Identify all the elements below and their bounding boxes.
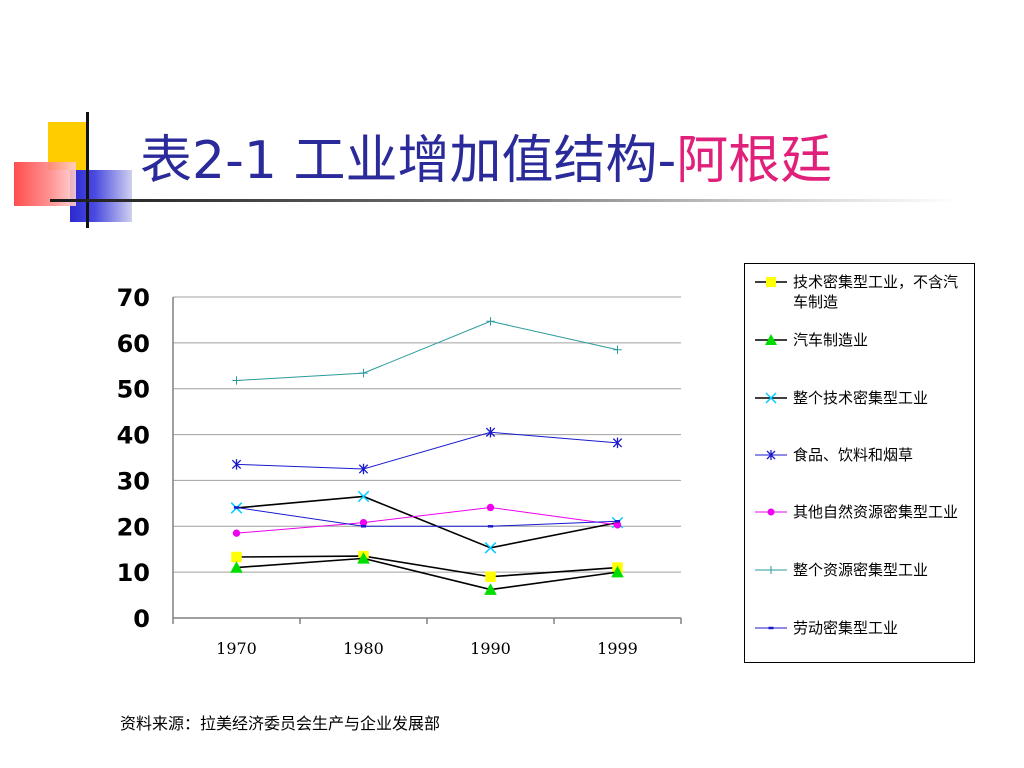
marker-circle [767, 508, 775, 516]
series-line [236, 431, 618, 470]
series-1 [231, 550, 623, 582]
legend-swatch [755, 334, 787, 345]
x-tick-label: 1999 [597, 639, 638, 658]
marker-triangle [765, 334, 777, 345]
marker-plus [767, 566, 775, 574]
series-line [236, 506, 618, 534]
marker-circle [486, 503, 495, 512]
series-3 [230, 490, 624, 554]
marker-triangle [484, 583, 497, 595]
series-line [236, 506, 618, 527]
marker-circle [613, 521, 622, 529]
marker-triangle [357, 552, 370, 564]
marker-circle [359, 518, 368, 527]
series-line [236, 495, 618, 549]
legend-label: 其他自然资源密集型工业 [793, 503, 959, 521]
marker-x [357, 490, 370, 503]
source-note: 资料来源：拉美经济委员会生产与企业发展部 [120, 714, 441, 733]
marker-star [766, 450, 776, 460]
legend-swatch [755, 392, 787, 404]
marker-x [484, 542, 497, 554]
y-tick-label: 30 [117, 467, 150, 495]
legend-label: 整个资源密集型工业 [793, 561, 929, 579]
series-line [236, 557, 618, 591]
series-2 [230, 552, 624, 595]
series-4 [231, 427, 623, 475]
marker-plus [486, 317, 495, 326]
y-tick-label: 0 [133, 605, 150, 633]
legend-label: 食品、饮料和烟草 [793, 446, 914, 464]
x-tick-label: 1980 [343, 639, 384, 658]
marker-square [231, 551, 242, 563]
legend-swatch [755, 508, 787, 516]
marker-circle [232, 529, 241, 537]
x-tick-label: 1990 [470, 639, 511, 658]
marker-square [766, 277, 776, 287]
series-line [236, 320, 618, 381]
x-tick-label: 1970 [216, 639, 257, 658]
marker-star [231, 459, 242, 470]
marker-square [485, 571, 496, 582]
marker-plus [613, 345, 622, 354]
title-underline [50, 199, 960, 202]
marker-plus [359, 368, 368, 378]
marker-x [765, 392, 777, 404]
y-tick-label: 10 [117, 559, 150, 587]
deco-vertical-line [86, 112, 89, 228]
title-prefix: 表2-1 工业增加值结构- [140, 131, 677, 191]
legend-swatch [755, 566, 787, 574]
y-tick-label: 50 [117, 376, 150, 404]
marker-plus [232, 376, 241, 385]
y-tick-label: 60 [117, 330, 150, 358]
title-highlight: 阿根廷 [676, 131, 833, 191]
legend-label: 汽车制造业 [793, 331, 869, 349]
y-tick-label: 70 [117, 284, 150, 312]
series-6 [232, 317, 622, 385]
y-tick-label: 40 [117, 422, 150, 450]
series-5 [232, 503, 622, 537]
y-tick-label: 20 [117, 513, 150, 541]
chart-legend: 技术密集型工业，不含汽车制造汽车制造业整个技术密集型工业 食品、饮料和烟草其他自然… [744, 263, 975, 663]
legend-swatch [755, 450, 787, 460]
legend-label: 技术密集型工业，不含汽车制造 [793, 273, 959, 311]
legend-swatch [755, 277, 787, 287]
deco-blue-square [70, 170, 132, 222]
series-line [236, 555, 618, 578]
marker-triangle [611, 565, 624, 578]
series-7 [233, 506, 621, 528]
page-title: 表2-1 工业增加值结构-阿根廷 [140, 126, 832, 196]
marker-star [612, 437, 623, 449]
legend-label: 整个技术密集型工业 [793, 389, 929, 407]
legend-label: 劳动密集型工业 [793, 619, 899, 637]
marker-triangle [230, 561, 243, 573]
legend-swatch [755, 626, 787, 630]
marker-star [358, 463, 369, 475]
deco-red-square [14, 162, 76, 206]
marker-star [485, 427, 496, 438]
